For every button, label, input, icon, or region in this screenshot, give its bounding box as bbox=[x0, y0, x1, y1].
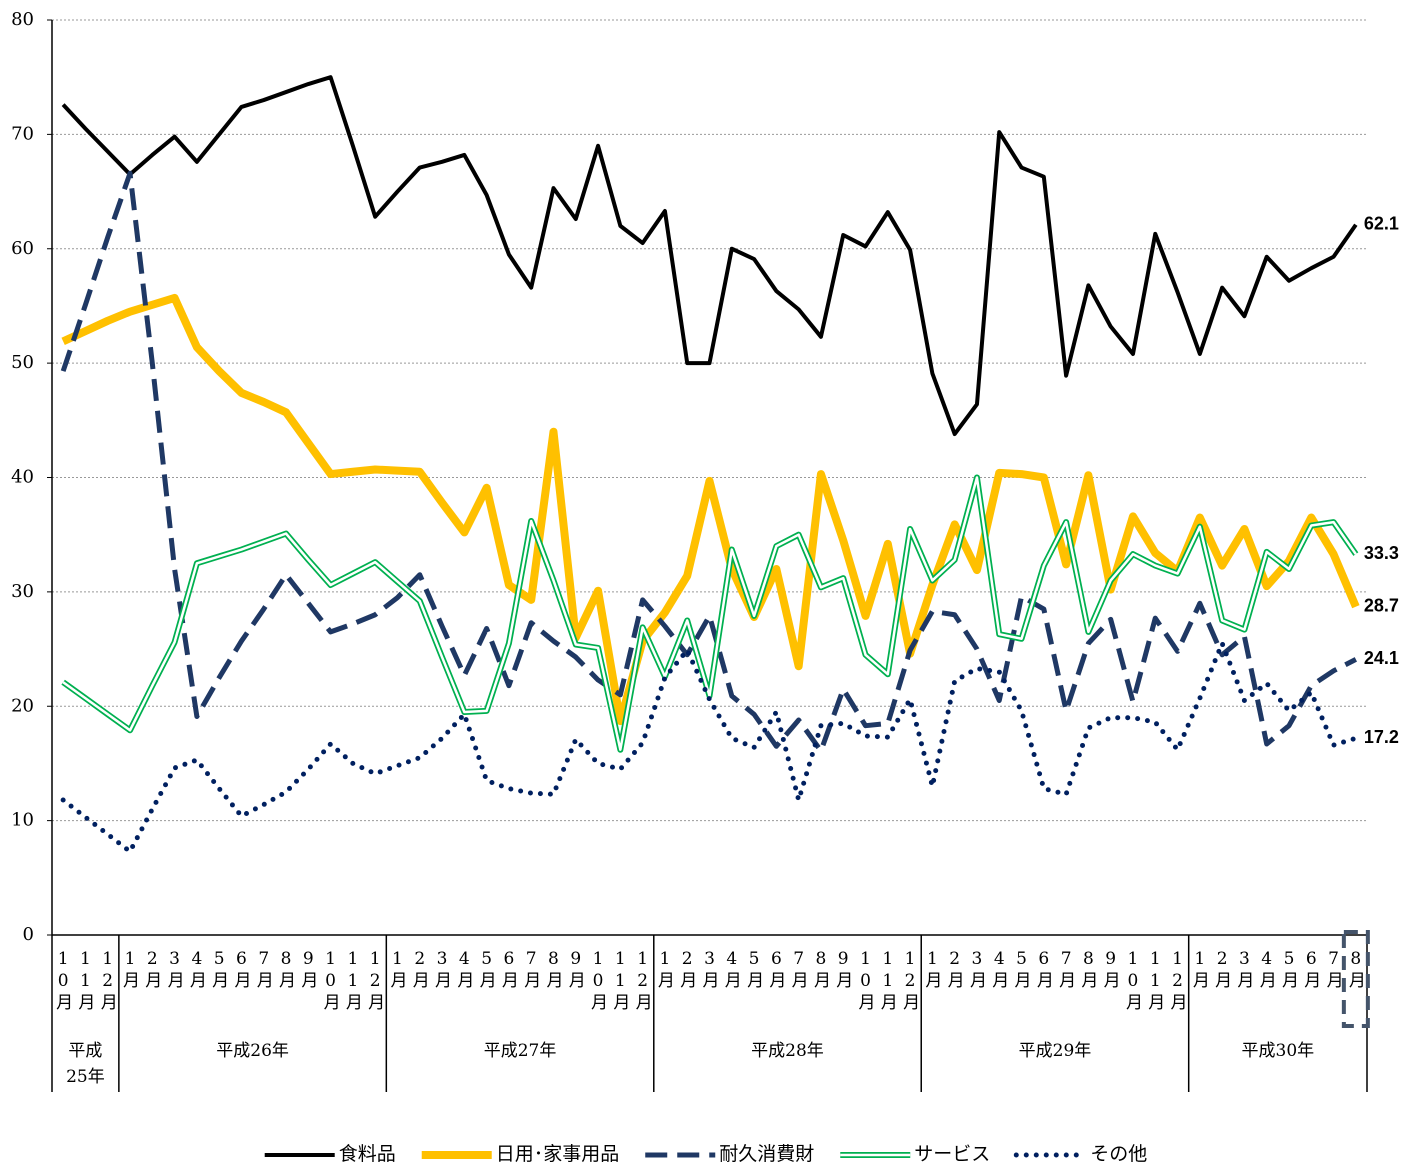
x-tick-label: 3月 bbox=[969, 949, 987, 991]
series-line bbox=[60, 170, 1358, 754]
x-tick-label: 5月 bbox=[1281, 949, 1299, 991]
group-label: 平成26年 bbox=[216, 1041, 289, 1061]
x-tick-label: 11月 bbox=[613, 949, 631, 1013]
group-label: 平成30年 bbox=[1241, 1041, 1315, 1061]
x-tick-label: 5月 bbox=[212, 949, 230, 991]
x-tick-label: 12月 bbox=[635, 949, 653, 1013]
x-tick-label: 8月 bbox=[1081, 949, 1099, 991]
x-tick-label: 6月 bbox=[234, 949, 252, 991]
x-tick-label: 8月 bbox=[279, 949, 297, 991]
x-tick-label: 1月 bbox=[1192, 949, 1210, 991]
y-tick-label: 50 bbox=[11, 352, 34, 373]
series-line bbox=[61, 474, 1359, 753]
x-tick-label: 5月 bbox=[479, 949, 497, 991]
x-tick-label: 6月 bbox=[769, 949, 787, 991]
y-tick-label: 30 bbox=[11, 581, 34, 602]
x-tick-label: 4月 bbox=[457, 949, 475, 991]
group-label: 平成28年 bbox=[751, 1041, 824, 1061]
legend-label: 耐久消費財 bbox=[719, 1143, 814, 1164]
data-label: 28.7 bbox=[1364, 595, 1399, 615]
group-label: 平成27年 bbox=[483, 1041, 557, 1061]
y-tick-label: 60 bbox=[11, 238, 34, 259]
data-label: 33.3 bbox=[1364, 543, 1399, 563]
y-tick-label: 80 bbox=[11, 9, 34, 30]
x-tick-label: 9月 bbox=[836, 949, 854, 991]
x-tick-label: 2月 bbox=[412, 949, 430, 991]
x-tick-label: 7月 bbox=[1326, 949, 1344, 991]
legend-label: サービス bbox=[914, 1143, 990, 1164]
series-line-inner bbox=[62, 476, 1357, 751]
x-tick-label: 3月 bbox=[435, 949, 453, 991]
data-label: 62.1 bbox=[1364, 213, 1399, 233]
data-label: 17.2 bbox=[1364, 727, 1399, 747]
x-tick-label: 5月 bbox=[747, 949, 765, 991]
x-tick-label: 6月 bbox=[501, 949, 519, 991]
x-tick-label: 1月 bbox=[925, 949, 943, 991]
x-tick-label: 10月 bbox=[1125, 949, 1143, 1013]
x-tick-label: 10月 bbox=[858, 949, 876, 1013]
x-tick-label: 2月 bbox=[947, 949, 965, 991]
x-tick-label: 12月 bbox=[100, 949, 118, 1013]
x-tick-label: 2月 bbox=[145, 949, 163, 991]
series-line bbox=[60, 640, 1359, 855]
x-tick-label: 9月 bbox=[1103, 949, 1121, 991]
x-tick-label: 8月 bbox=[813, 949, 831, 991]
x-tick-label: 7月 bbox=[256, 949, 274, 991]
legend-label: その他 bbox=[1090, 1143, 1147, 1164]
x-tick-label: 10月 bbox=[591, 949, 609, 1013]
x-tick-label: 7月 bbox=[791, 949, 809, 991]
x-tick-label: 3月 bbox=[702, 949, 720, 991]
x-tick-label: 11月 bbox=[345, 949, 363, 1013]
x-tick-label: 5月 bbox=[1014, 949, 1032, 991]
x-tick-label: 4月 bbox=[1259, 949, 1277, 991]
x-tick-label: 11月 bbox=[1148, 949, 1166, 1013]
x-tick-label: 4月 bbox=[992, 949, 1010, 991]
data-label: 24.1 bbox=[1364, 648, 1399, 668]
x-tick-label: 3月 bbox=[1237, 949, 1255, 991]
y-tick-label: 10 bbox=[11, 810, 34, 831]
x-tick-label: 4月 bbox=[189, 949, 207, 991]
x-tick-label: 8月 bbox=[1348, 949, 1366, 991]
x-tick-label: 12月 bbox=[368, 949, 386, 1013]
x-tick-label: 12月 bbox=[1170, 949, 1188, 1013]
x-tick-label: 9月 bbox=[568, 949, 586, 991]
x-tick-label: 6月 bbox=[1036, 949, 1054, 991]
x-tick-label: 11月 bbox=[880, 949, 898, 1013]
x-tick-label: 10月 bbox=[56, 949, 74, 1013]
y-tick-label: 40 bbox=[11, 467, 34, 488]
x-tick-label: 7月 bbox=[524, 949, 542, 991]
x-tick-label: 8月 bbox=[546, 949, 564, 991]
legend-label: 食料品 bbox=[339, 1143, 396, 1164]
x-tick-label: 9月 bbox=[301, 949, 319, 991]
x-tick-label: 1月 bbox=[657, 949, 675, 991]
x-tick-label: 1月 bbox=[123, 949, 140, 991]
x-tick-label: 12月 bbox=[903, 949, 921, 1013]
x-tick-label: 4月 bbox=[724, 949, 742, 991]
legend: 食料品 日用･家事用品 耐久消費財 サービス その他 bbox=[264, 1143, 1147, 1164]
x-tick-label: 1月 bbox=[390, 949, 408, 991]
legend-label: 日用･家事用品 bbox=[496, 1143, 620, 1164]
y-tick-label: 0 bbox=[23, 924, 34, 945]
x-tick-label: 2月 bbox=[1215, 949, 1233, 991]
x-tick-label: 11月 bbox=[78, 949, 96, 1013]
x-tick-label: 10月 bbox=[323, 949, 341, 1013]
y-tick-label: 20 bbox=[11, 695, 34, 716]
group-label: 平成29年 bbox=[1018, 1041, 1092, 1061]
highlight-box bbox=[1341, 930, 1370, 1028]
group-label: 平成25年 bbox=[66, 1041, 105, 1087]
x-tick-label: 2月 bbox=[680, 949, 698, 991]
x-tick-label: 3月 bbox=[167, 949, 185, 991]
x-tick-label: 6月 bbox=[1304, 949, 1322, 991]
series-line bbox=[61, 293, 1360, 726]
series-line bbox=[61, 75, 1358, 437]
y-tick-label: 70 bbox=[11, 123, 34, 144]
x-tick-label: 7月 bbox=[1059, 949, 1077, 991]
